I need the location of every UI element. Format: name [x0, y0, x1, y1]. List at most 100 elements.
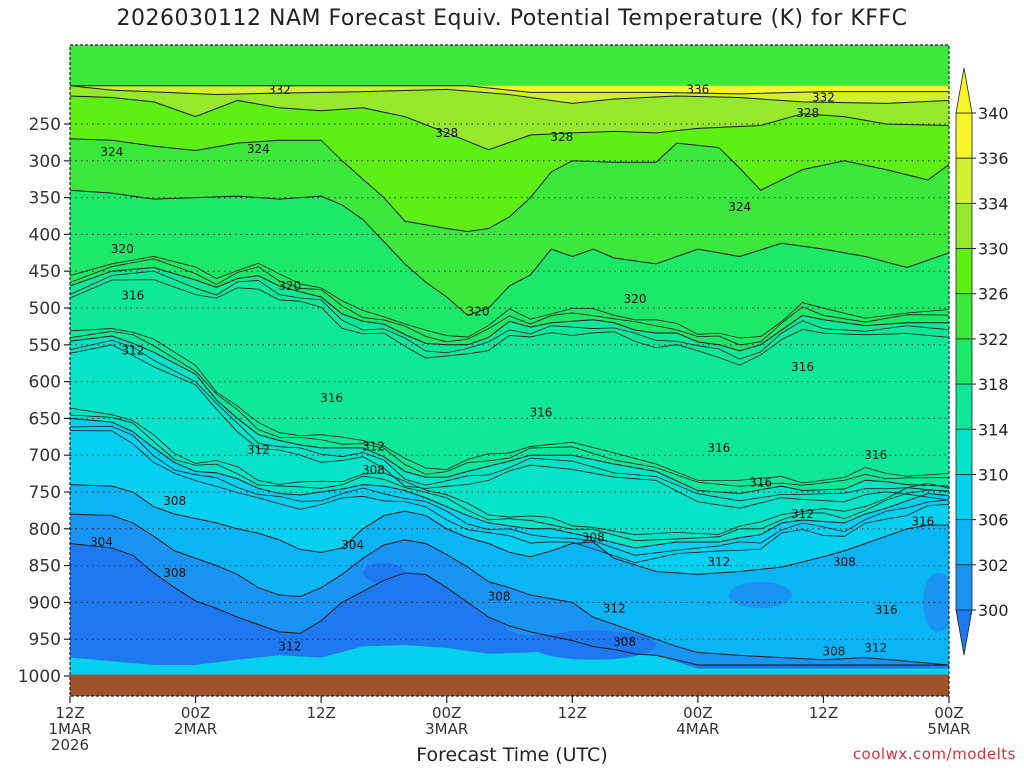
cell-5	[922, 572, 949, 632]
colorbar-swatch-340	[955, 112, 973, 159]
contour-label: 316	[320, 391, 343, 405]
contour-label: 308	[488, 590, 511, 604]
contour-minor-2-1	[70, 414, 949, 542]
x-tick-label: 3MAR	[425, 720, 468, 738]
y-tick-label: 300	[29, 152, 61, 172]
contour-minor-2-3	[70, 430, 949, 564]
contour-minor-2-2	[70, 426, 949, 556]
contour-minor-0-3	[70, 279, 949, 366]
contour-label: 320	[624, 292, 647, 306]
colorbar-label: 336	[978, 149, 1009, 168]
chart-title: 2026030112 NAM Forecast Equiv. Potential…	[116, 6, 908, 31]
y-tick-label: 800	[29, 520, 61, 540]
contour-label: 324	[247, 142, 270, 156]
contour-label: 308	[833, 555, 856, 569]
colorbar-swatch-310	[955, 474, 973, 521]
x-tick-label: 12Z	[306, 704, 335, 722]
contour-label: 304	[341, 538, 364, 552]
colorbar-swatch-318	[955, 383, 973, 430]
y-tick-label: 1000	[18, 667, 61, 687]
contour-label: 316	[749, 475, 772, 489]
colorbar-bottom-arrow	[955, 609, 973, 656]
band-300-302	[70, 514, 949, 665]
colorbar-label: 314	[978, 420, 1009, 439]
contour-label: 316	[529, 406, 552, 420]
cell-4	[363, 562, 405, 584]
contour-label: 308	[613, 635, 636, 649]
cell-0	[530, 630, 656, 660]
y-tick-label: 450	[29, 262, 61, 282]
contour-label: 312	[362, 439, 385, 453]
plot-area	[70, 45, 949, 696]
cell-2	[875, 558, 939, 632]
contour-label: 316	[121, 288, 144, 302]
y-tick-label: 750	[29, 483, 61, 503]
contour-label: 304	[90, 535, 113, 549]
band-below-300	[70, 543, 949, 669]
contour-label: 312	[278, 640, 301, 654]
colorbar-label: 318	[978, 375, 1009, 394]
colorbar-label: 302	[978, 556, 1009, 575]
contour-minor-0-0	[70, 256, 949, 339]
colorbar-swatch-326	[955, 293, 973, 340]
contour-label: 328	[435, 126, 458, 140]
pressure-gridlines	[70, 123, 949, 677]
contour-minor-1-3	[70, 344, 949, 509]
contour-label: 332	[812, 91, 835, 105]
contour-minor-1-0	[70, 328, 949, 484]
x-tick-label: 00Z	[432, 704, 461, 722]
x-tick-label: 12Z	[55, 704, 84, 722]
contour-minor-0-1	[70, 258, 949, 346]
contour-5	[70, 267, 949, 352]
y-tick-label: 950	[29, 630, 61, 650]
contour-label: 312	[121, 344, 144, 358]
theta-e-fields	[70, 85, 949, 696]
y-tick-label: 250	[29, 115, 61, 135]
cell-3	[504, 614, 557, 635]
contour-label: 316	[864, 448, 887, 462]
contour-label: 316	[911, 514, 934, 528]
x-tick-label: 2026	[51, 736, 89, 754]
contour-label: 320	[467, 305, 490, 319]
contour-label: 316	[875, 603, 898, 617]
band-322-326	[70, 138, 949, 316]
contour-0	[70, 85, 949, 95]
colorbar-swatch-306	[955, 519, 973, 566]
colorbar-swatch-302	[955, 564, 973, 611]
contour-9	[70, 513, 949, 666]
contour-label: 312	[791, 507, 814, 521]
x-tick-label: 12Z	[809, 704, 838, 722]
band-306-310	[70, 418, 949, 575]
x-tick-label: 4MAR	[676, 720, 719, 738]
band-302-306	[70, 484, 949, 665]
y-tick-label: 550	[29, 336, 61, 356]
contour-8	[70, 484, 949, 575]
x-tick-label: 1MAR	[48, 720, 91, 738]
contour-label: 308	[163, 494, 186, 508]
colorbar: 340 336 334 330 326 322 318 314 310 306 302 300	[955, 67, 1009, 656]
y-tick-label: 500	[29, 299, 61, 319]
contour-minor-0-2	[70, 270, 949, 360]
colorbar-swatch-314	[955, 428, 973, 475]
contour-minor-1-1	[70, 330, 949, 487]
credit-text[interactable]: coolwx.com/modelts	[852, 745, 1016, 763]
band-318-322	[70, 190, 949, 351]
band-326-330	[70, 96, 949, 232]
x-tick-label: 12Z	[558, 704, 587, 722]
contour-label: 328	[796, 106, 819, 120]
contour-label: 332	[268, 83, 291, 97]
y-tick-label: 400	[29, 225, 61, 245]
contour-label: 320	[278, 279, 301, 293]
contour-label: 316	[791, 360, 814, 374]
contour-label: 312	[707, 555, 730, 569]
contour-label: 308	[582, 531, 605, 545]
colorbar-swatch-330	[955, 248, 973, 295]
contour-2	[70, 95, 949, 151]
colorbar-label: 300	[978, 601, 1009, 620]
colorbar-swatch-334	[955, 202, 973, 249]
contour-label: 336	[686, 82, 709, 96]
contour-label: 312	[603, 601, 626, 615]
contour-label: 308	[822, 645, 845, 659]
